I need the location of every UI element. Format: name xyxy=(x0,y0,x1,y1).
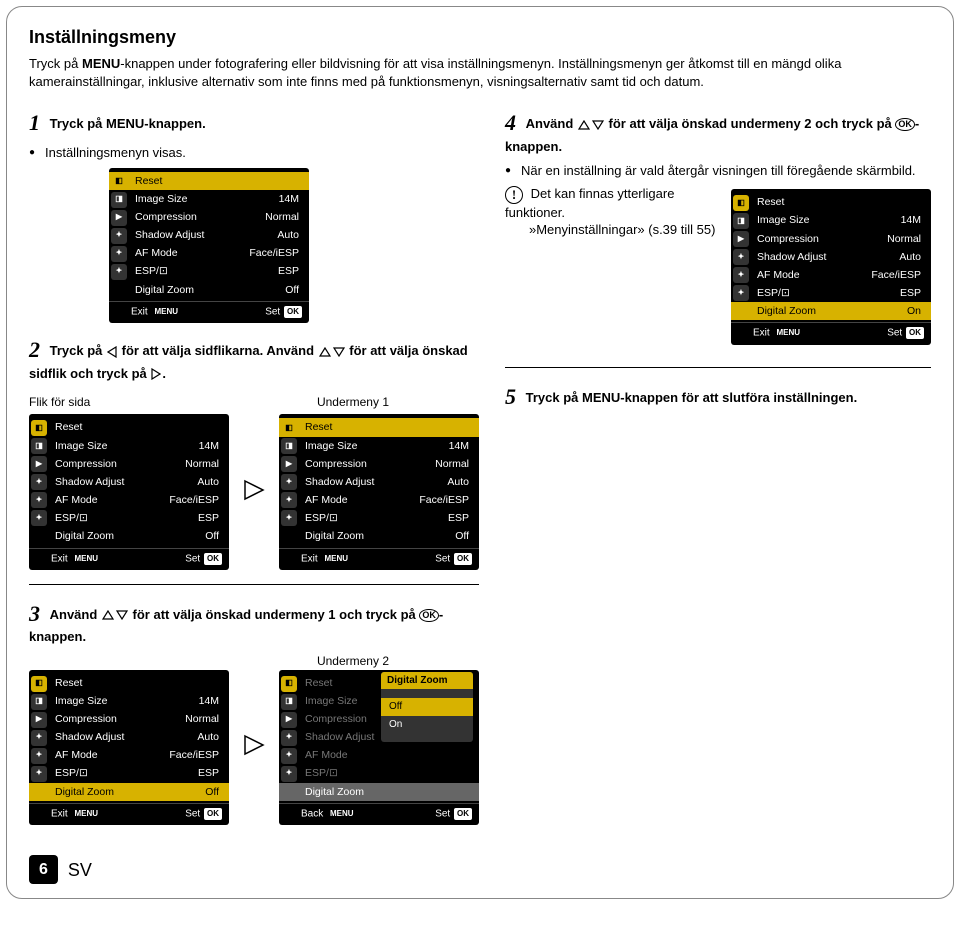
label-undermeny1: Undermeny 1 xyxy=(317,394,389,410)
step3-text: 3 Använd för att välja önskad undermeny … xyxy=(29,599,479,646)
step4-bullet: När en inställning är vald återgår visni… xyxy=(505,162,931,180)
step-number-1: 1 xyxy=(29,110,40,135)
left-arrow-icon xyxy=(107,346,117,358)
step4-text: 4 Använd för att välja önskad undermeny … xyxy=(505,108,931,155)
arrow-right-icon xyxy=(243,734,265,761)
tab-icon-wrench1: ✦ xyxy=(111,228,127,244)
ok-button-icon: OK xyxy=(419,609,439,622)
step1-text: 1 Tryck på MENU-knappen. xyxy=(29,108,479,138)
menu-screenshot-step1: ◧ ◨ ▶ ✦ ✦ ✦ Reset Image Size14M Compress… xyxy=(109,168,309,323)
tab-icon-wrench3: ✦ xyxy=(111,264,127,280)
step1-bullet: Inställningsmenyn visas. xyxy=(29,144,479,162)
up-arrow-icon xyxy=(319,347,331,357)
right-arrow-icon xyxy=(151,368,161,380)
intro-text: Tryck på MENU-knappen under fotograferin… xyxy=(29,55,931,90)
menu-screenshot-step4: ◧◨▶ ✦✦✦ Reset Image Size14M CompressionN… xyxy=(731,189,931,344)
tab-icon-camera2: ◨ xyxy=(111,192,127,208)
page-title: Inställningsmeny xyxy=(29,25,931,49)
tab-icon-camera1: ◧ xyxy=(111,174,127,190)
label-undermeny2: Undermeny 2 xyxy=(317,654,389,668)
menu-screenshot-step2a: ◧◨▶ ✦✦✦ Reset Image Size14M CompressionN… xyxy=(29,414,229,569)
down-arrow-icon xyxy=(333,347,345,357)
menu-screenshot-step3b: ◧◨▶ ✦✦✦ Reset Image Size Compression Sha… xyxy=(279,670,479,825)
menu-screenshot-step3a: ◧◨▶ ✦✦✦ Reset Image Size14M CompressionN… xyxy=(29,670,229,825)
page-number: 6 xyxy=(29,855,58,885)
page-footer: 6 SV xyxy=(29,855,931,885)
step2-text: 2 Tryck på för att välja sidflikarna. An… xyxy=(29,335,479,382)
menu-screenshot-step2b: ◧◨▶ ✦✦✦ Reset Image Size14M CompressionN… xyxy=(279,414,479,569)
note-icon: ! xyxy=(505,186,523,204)
arrow-right-icon xyxy=(243,479,265,506)
step-number-3: 3 xyxy=(29,601,40,626)
language-code: SV xyxy=(68,858,92,882)
step-number-4: 4 xyxy=(505,110,516,135)
tab-icon-play: ▶ xyxy=(111,210,127,226)
submenu-popup: Digital Zoom Off On xyxy=(381,672,473,743)
label-flik: Flik för sida xyxy=(29,394,90,410)
step-number-5: 5 xyxy=(505,384,516,409)
step-number-2: 2 xyxy=(29,337,40,362)
tab-icon-wrench2: ✦ xyxy=(111,246,127,262)
step5-text: 5 Tryck på MENU-knappen för att slutföra… xyxy=(505,382,931,412)
